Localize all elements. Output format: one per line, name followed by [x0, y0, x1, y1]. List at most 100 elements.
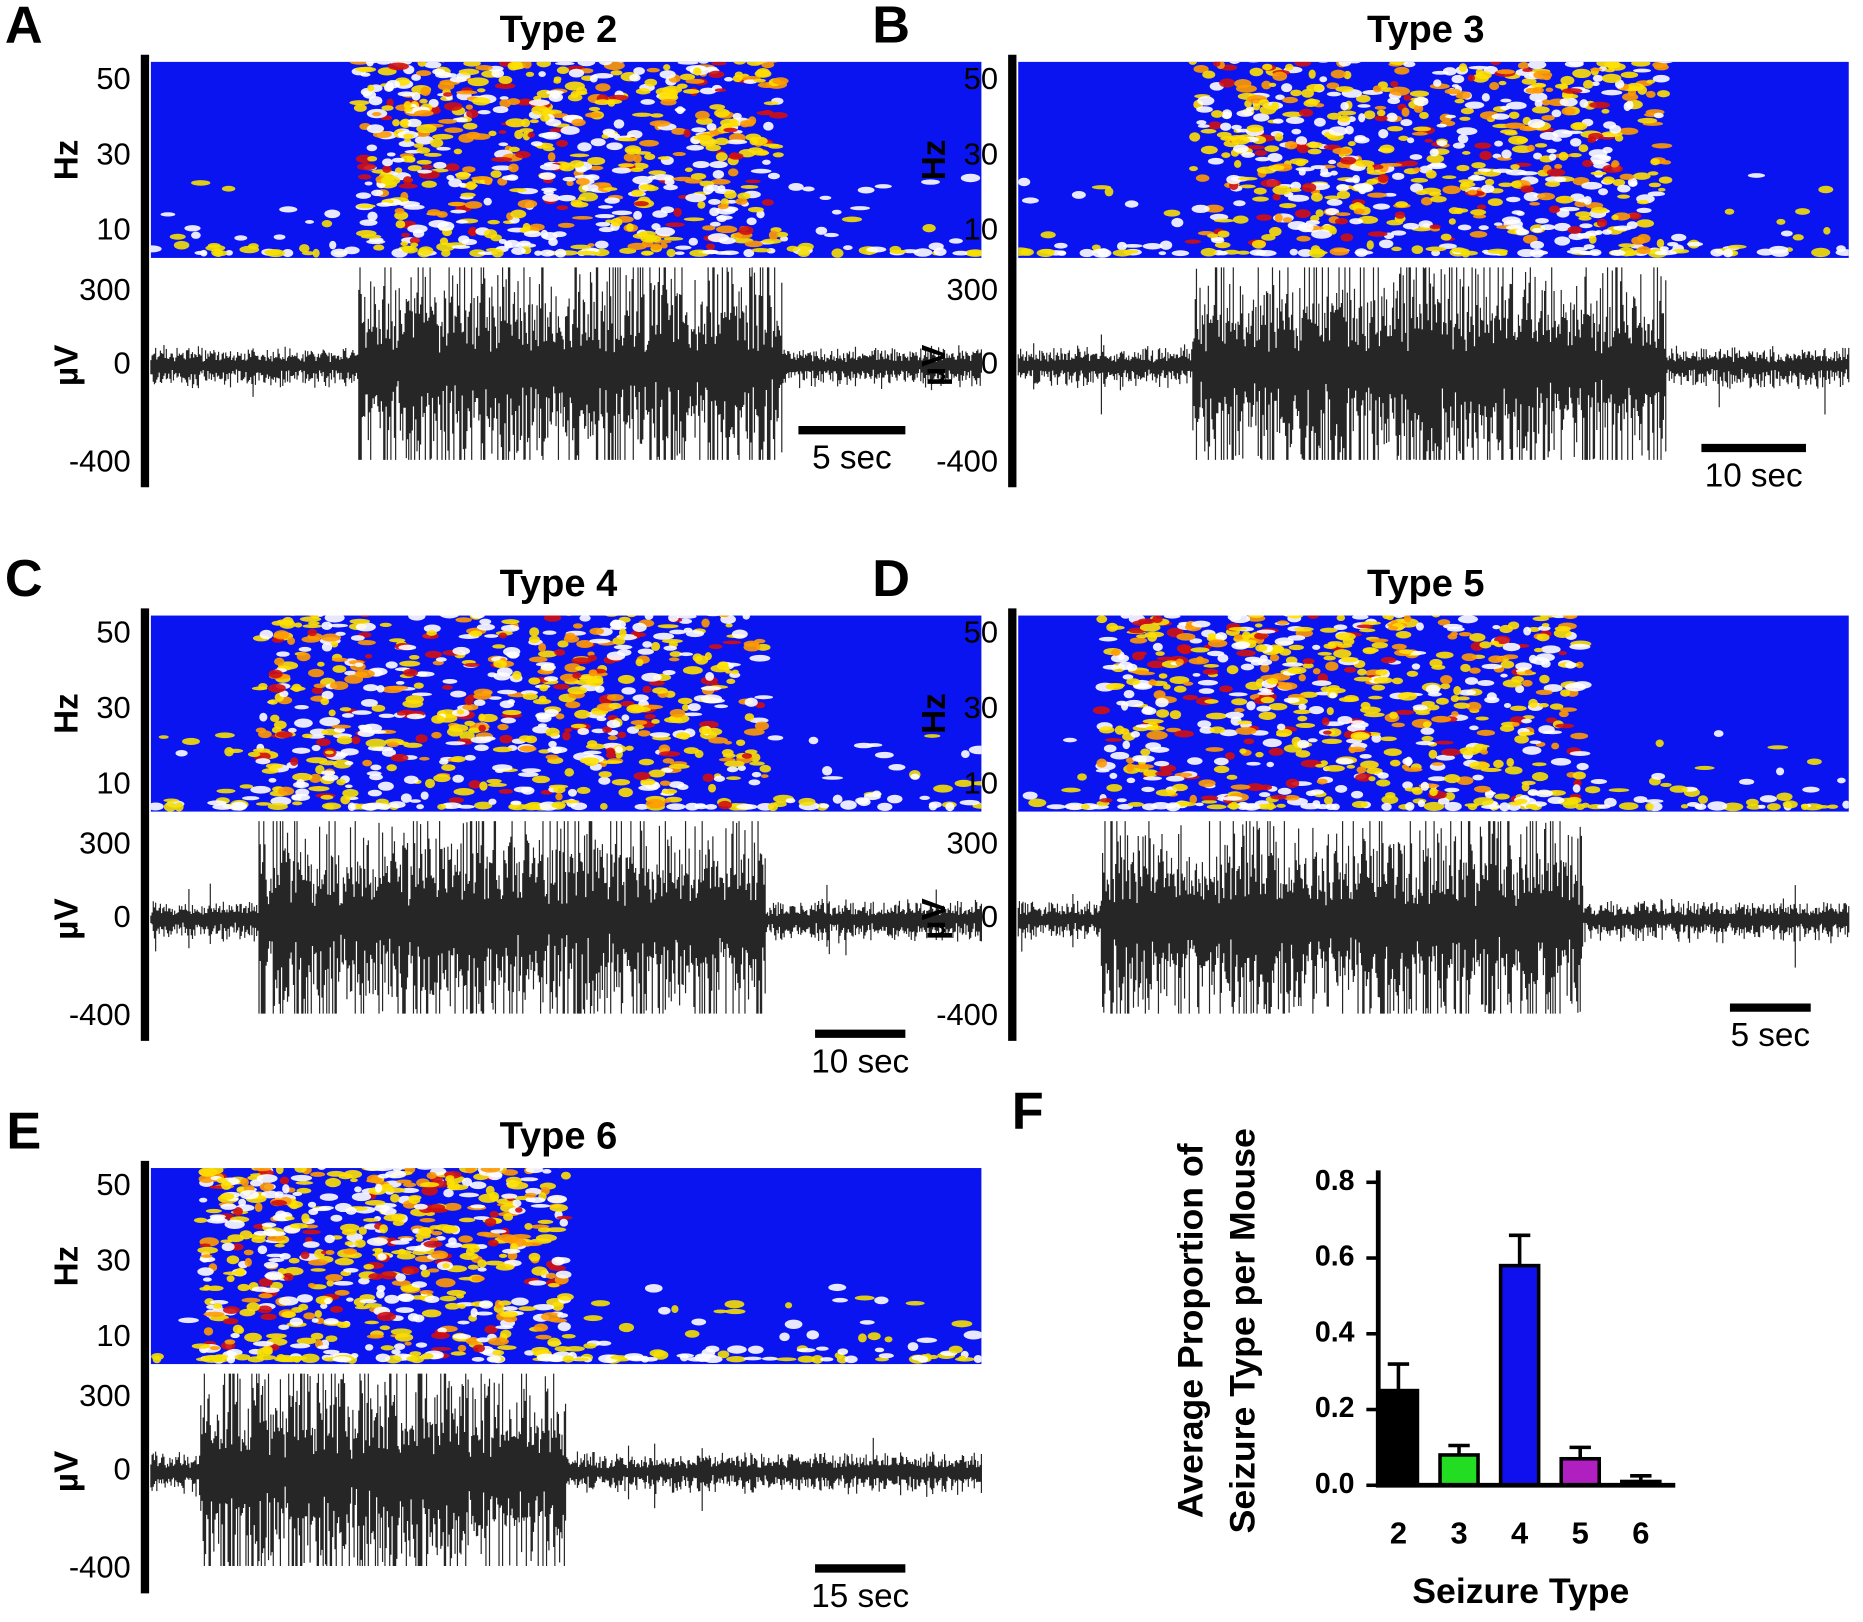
spectral-blob [705, 672, 714, 681]
spectral-blob [227, 1255, 240, 1264]
spectral-blob [726, 776, 741, 780]
spectral-blob [1243, 803, 1261, 811]
spectral-blob [1340, 102, 1348, 110]
spectral-blob [1367, 192, 1387, 197]
spectral-blob [556, 140, 568, 147]
spectral-blob [278, 787, 294, 796]
spectral-blob [1651, 773, 1665, 780]
spectral-blob [503, 1213, 513, 1221]
spectral-blob [1482, 93, 1490, 101]
spectral-blob [262, 1346, 273, 1355]
spectral-blob [693, 161, 710, 168]
spectral-blob [268, 699, 278, 705]
spectral-blob [343, 1248, 357, 1254]
spectral-blob [1444, 774, 1460, 783]
spectral-blob [1502, 216, 1521, 224]
spectral-blob [768, 735, 784, 740]
spectral-blob [556, 205, 568, 210]
spectral-blob [547, 1338, 560, 1347]
spectral-blob [1518, 62, 1529, 69]
spectral-blob [1399, 649, 1413, 654]
spectral-blob [302, 734, 313, 739]
spectral-blob [277, 619, 292, 623]
spectral-blob [1191, 647, 1210, 652]
spectral-blob [333, 1281, 353, 1286]
spectral-blob [1326, 803, 1337, 810]
spectral-blob [262, 1223, 277, 1228]
spectral-blob [1123, 244, 1143, 248]
spectral-blob [1468, 75, 1475, 82]
spectral-blob [602, 608, 620, 617]
spectral-blob [577, 57, 595, 66]
spectral-blob [331, 1215, 343, 1222]
spectral-blob [1244, 56, 1264, 63]
spectral-blob [414, 1204, 428, 1210]
spectral-blob [312, 745, 321, 751]
spectral-blob [1488, 655, 1503, 663]
spectral-blob [1605, 68, 1615, 72]
spectral-blob [203, 1277, 212, 1281]
spectral-blob [1221, 612, 1241, 616]
spectral-blob [1618, 243, 1634, 247]
spectral-blob [1322, 739, 1342, 744]
spectral-blob [1457, 127, 1478, 135]
spectral-blob [1617, 195, 1630, 199]
spectral-blob [1177, 644, 1192, 653]
spectral-blob [626, 223, 633, 232]
spectral-blob [1767, 803, 1781, 810]
spectral-blob [459, 1193, 479, 1198]
spectral-blob [1776, 793, 1792, 802]
spectral-blob [477, 624, 495, 631]
spectral-blob [1621, 72, 1639, 78]
spectral-blob [438, 82, 455, 91]
spectral-blob [317, 1162, 327, 1170]
spectral-blob [1555, 196, 1573, 204]
spectral-blob [585, 679, 602, 683]
spectral-blob [1279, 203, 1296, 208]
spectral-blob [251, 1237, 265, 1243]
spectral-blob [875, 752, 894, 758]
spectral-blob [659, 751, 680, 757]
spectral-blob [255, 758, 270, 764]
spectral-blob [754, 54, 771, 61]
spectral-blob [409, 655, 420, 660]
spectral-blob [395, 1273, 406, 1281]
spectral-blob [1549, 205, 1560, 213]
spectral-blob [669, 657, 680, 661]
spectral-blob [1811, 248, 1830, 257]
spectral-blob [499, 735, 512, 744]
spectral-blob [1018, 178, 1030, 186]
spectral-blob [1836, 249, 1856, 256]
spectral-blob [375, 56, 393, 65]
spectral-blob [466, 105, 473, 110]
spectral-blob [1492, 625, 1500, 629]
spectral-blob [1795, 208, 1810, 215]
spectral-blob [589, 107, 600, 111]
spectral-blob [1519, 732, 1535, 736]
y-axis-label: Hz [916, 140, 953, 181]
spectral-blob [1187, 757, 1202, 765]
spectral-blob [528, 677, 540, 684]
spectral-blob [290, 1343, 310, 1348]
spectral-blob [684, 628, 693, 633]
spectral-blob [1134, 764, 1154, 769]
spectral-blob [479, 714, 497, 722]
spectral-blob [1155, 771, 1172, 776]
spectral-blob [1196, 106, 1213, 113]
spectral-blob [1583, 80, 1594, 89]
spectral-blob [1481, 184, 1494, 193]
spectral-blob [675, 251, 685, 255]
spectral-blob [266, 763, 283, 769]
spectral-blob [200, 250, 207, 257]
spectral-blob [421, 791, 429, 799]
spectral-blob [279, 1253, 290, 1259]
spectral-blob [495, 1325, 513, 1329]
spectral-blob [1261, 697, 1275, 704]
spectral-blob [1540, 224, 1555, 230]
spectral-blob [961, 750, 970, 758]
spectral-blob [1054, 243, 1067, 249]
spectral-blob [1776, 767, 1784, 775]
spectral-blob [388, 63, 409, 71]
spectral-blob [244, 1333, 262, 1342]
